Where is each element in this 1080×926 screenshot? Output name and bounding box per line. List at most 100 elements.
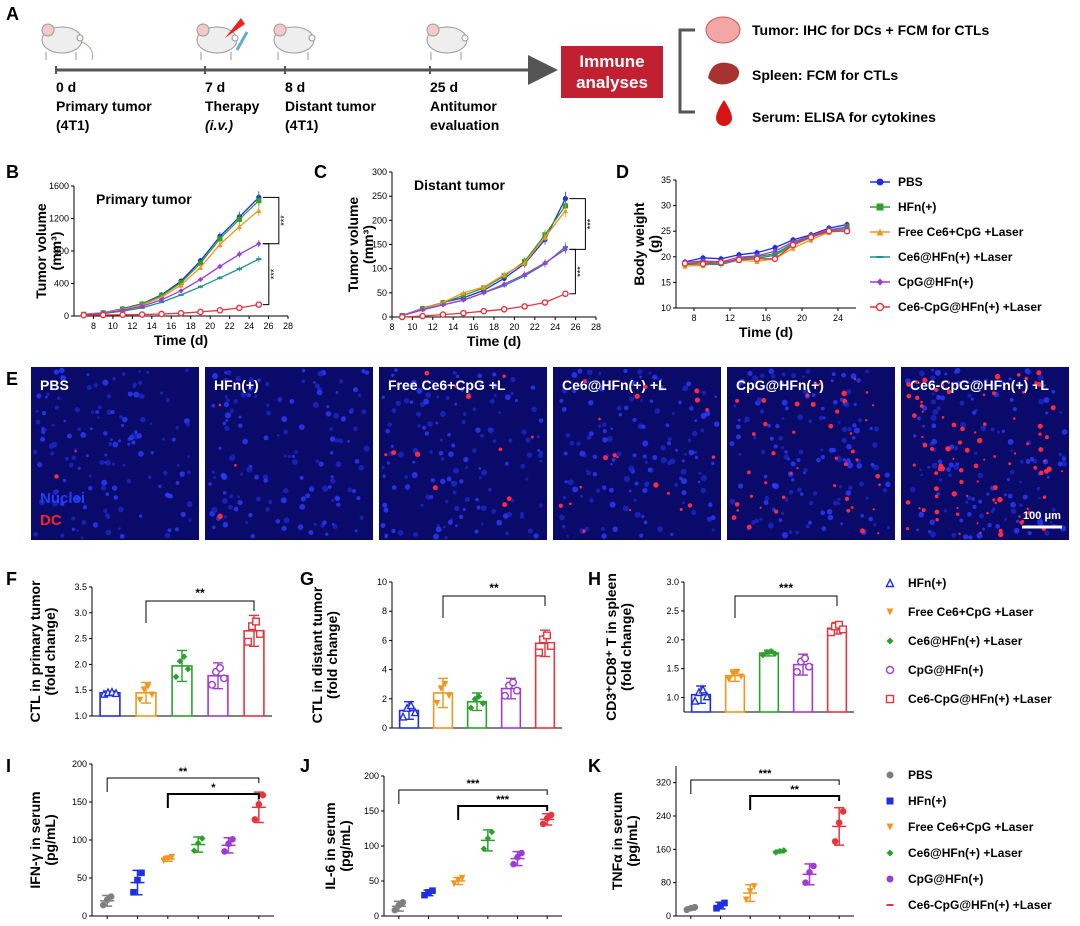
nuclei-dot xyxy=(681,478,688,485)
nuclei-dot xyxy=(394,368,398,372)
nuclei-dot xyxy=(265,382,270,387)
dc-dot xyxy=(952,457,955,460)
marker-diamond xyxy=(139,303,145,309)
sig-bracket xyxy=(442,595,546,618)
nuclei-dot xyxy=(1037,518,1044,525)
dc-dot xyxy=(1026,507,1029,511)
nuclei-dot xyxy=(1061,456,1067,461)
marker-open-circle xyxy=(197,308,204,316)
nuclei-dot xyxy=(106,394,112,399)
y-tick-label: 100 xyxy=(364,841,379,851)
dc-dot xyxy=(860,528,866,534)
nuclei-dot xyxy=(735,424,741,430)
marker-open-circle xyxy=(753,255,761,263)
nuclei-dot xyxy=(971,497,975,501)
marker-diamond xyxy=(542,260,548,266)
dc-dot xyxy=(993,455,997,458)
marker-dot xyxy=(518,849,525,857)
dc-dot xyxy=(915,395,920,400)
dc-dot xyxy=(906,393,912,399)
marker-open-circle xyxy=(805,662,814,671)
nuclei-dot xyxy=(223,515,227,519)
y-tick-label: 50 xyxy=(369,876,379,886)
dc-dot xyxy=(845,496,850,501)
dc-dot xyxy=(992,391,996,396)
marker-open-square xyxy=(256,629,265,638)
marker-open-circle xyxy=(500,305,508,313)
nuclei-dot xyxy=(841,437,847,444)
marker-down-triangle xyxy=(886,608,894,616)
timeline-event: Distant tumor xyxy=(285,98,377,114)
nuclei-dot xyxy=(886,526,891,530)
marker-open-circle xyxy=(825,227,833,235)
nuclei-dot xyxy=(223,401,230,408)
dc-dot xyxy=(465,393,472,400)
nuclei-dot xyxy=(87,485,93,491)
dc-dot xyxy=(977,437,983,444)
marker-square xyxy=(130,888,137,896)
sig-label: *** xyxy=(585,218,595,229)
y-axis-label-unit: (fold change) xyxy=(618,603,634,691)
marker-dot xyxy=(259,791,267,799)
nuclei-dot xyxy=(329,427,334,431)
dc-dot xyxy=(921,435,924,439)
nuclei-dot xyxy=(882,488,888,493)
marker-dot xyxy=(107,893,115,900)
nuclei-dot xyxy=(665,423,670,428)
nuclei-dot xyxy=(397,530,404,536)
nuclei-dot xyxy=(246,466,253,473)
nuclei-dot xyxy=(694,455,699,460)
nuclei-dot xyxy=(383,507,389,513)
nuclei-dot xyxy=(837,497,841,501)
sig-bracket xyxy=(166,793,260,808)
nuclei-dot xyxy=(92,522,99,528)
nuclei-dot xyxy=(698,471,702,475)
nuclei-dot xyxy=(93,382,99,388)
nuclei-dot xyxy=(330,478,336,484)
y-tick-label: 3.0 xyxy=(74,608,87,618)
nuclei-dot xyxy=(965,500,969,504)
nuclei-dot xyxy=(506,511,513,518)
dc-dot xyxy=(751,432,756,436)
chart-title: Primary tumor xyxy=(96,191,192,207)
marker-open-circle xyxy=(801,654,810,663)
nuclei-dot xyxy=(415,411,422,417)
nuclei-dot xyxy=(357,393,362,398)
nuclei-dot xyxy=(682,501,685,505)
nuclei-dot xyxy=(105,514,111,519)
nuclei-dot xyxy=(959,400,965,406)
dc-dot xyxy=(391,450,397,456)
marker-down-triangle xyxy=(458,874,466,882)
marker-down-triangle xyxy=(742,896,750,904)
nuclei-dot xyxy=(498,411,502,415)
nuclei-dot xyxy=(841,372,847,378)
nuclei-dot xyxy=(616,405,622,411)
marker-diamond xyxy=(440,302,446,308)
mouse-injection-icon xyxy=(196,18,249,60)
dc-dot xyxy=(736,509,740,512)
timeline-event-detail: (i.v.) xyxy=(205,117,233,133)
dc-dot xyxy=(629,509,632,512)
nuclei-dot xyxy=(90,410,95,414)
dc-dot xyxy=(679,508,683,511)
marker-diamond xyxy=(198,835,206,842)
x-axis-label: Time (d) xyxy=(154,332,208,348)
nuclei-dot xyxy=(425,392,432,398)
nuclei-dot xyxy=(105,529,112,536)
nuclei-dot xyxy=(693,450,697,455)
nuclei-dot xyxy=(999,380,1005,386)
nuclei-dot xyxy=(86,454,89,458)
nuclei-dot xyxy=(325,532,329,536)
dc-dot xyxy=(1018,515,1021,518)
nuclei-dot xyxy=(601,485,607,490)
nuclei-dot xyxy=(397,451,404,458)
nuclei-dot xyxy=(1019,480,1022,484)
nuclei-dot xyxy=(770,373,776,379)
marker-dot xyxy=(831,838,839,845)
analysis-spleen: Spleen: FCM for CTLs xyxy=(752,67,898,83)
marker-open-circle xyxy=(80,311,88,319)
dc-dot xyxy=(865,419,868,422)
nuclei-dot xyxy=(146,370,150,374)
nuclei-dot xyxy=(459,479,464,484)
nuclei-dot xyxy=(163,470,168,476)
